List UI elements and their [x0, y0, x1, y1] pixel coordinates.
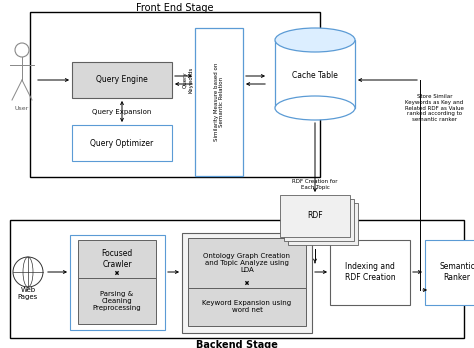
Text: Front End Stage: Front End Stage — [136, 3, 214, 13]
Text: Backend Stage: Backend Stage — [196, 340, 278, 348]
Bar — [284, 199, 354, 241]
Text: RDF Creation for
Each Topic: RDF Creation for Each Topic — [292, 179, 338, 190]
Text: Store Similar
Keywords as Key and
Related RDF as Value
ranked according to
seman: Store Similar Keywords as Key and Relate… — [405, 94, 464, 122]
Text: RDF: RDF — [307, 211, 323, 220]
Bar — [330, 240, 410, 305]
Bar — [275, 40, 355, 108]
Text: Query Expansion: Query Expansion — [92, 109, 152, 115]
Bar — [182, 233, 312, 333]
Text: Ontology Graph Creation
and Topic Analyze using
LDA: Ontology Graph Creation and Topic Analyz… — [203, 253, 291, 273]
Text: Indexing and
RDF Creation: Indexing and RDF Creation — [345, 262, 395, 282]
Bar — [425, 240, 474, 305]
Text: Query Optimizer: Query Optimizer — [91, 139, 154, 148]
Text: Parsing &
Cleaning
Preprocessing: Parsing & Cleaning Preprocessing — [93, 291, 141, 311]
Bar — [280, 195, 350, 237]
Bar — [288, 203, 358, 245]
Bar — [10, 220, 464, 338]
Text: Similarity Measure based on
Semantic Relation: Similarity Measure based on Semantic Rel… — [214, 63, 224, 141]
Text: Cache Table: Cache Table — [292, 71, 338, 80]
Text: Semantic
Ranker: Semantic Ranker — [439, 262, 474, 282]
Ellipse shape — [275, 96, 355, 120]
Bar — [72, 125, 172, 161]
Bar — [78, 240, 156, 278]
Bar — [72, 62, 172, 98]
Text: Query Engine: Query Engine — [96, 76, 148, 85]
Text: User: User — [15, 105, 29, 111]
Bar — [188, 288, 306, 326]
Text: Focused
Crawler: Focused Crawler — [101, 249, 133, 269]
Bar — [195, 28, 243, 176]
Text: Keyword Expansion using
word net: Keyword Expansion using word net — [202, 301, 292, 314]
Bar — [70, 235, 165, 330]
Ellipse shape — [275, 28, 355, 52]
Text: Web
Pages: Web Pages — [18, 287, 38, 301]
Bar — [188, 238, 306, 288]
Text: Query
Keywords: Query Keywords — [182, 67, 193, 93]
Bar — [78, 278, 156, 324]
Bar — [30, 12, 320, 177]
